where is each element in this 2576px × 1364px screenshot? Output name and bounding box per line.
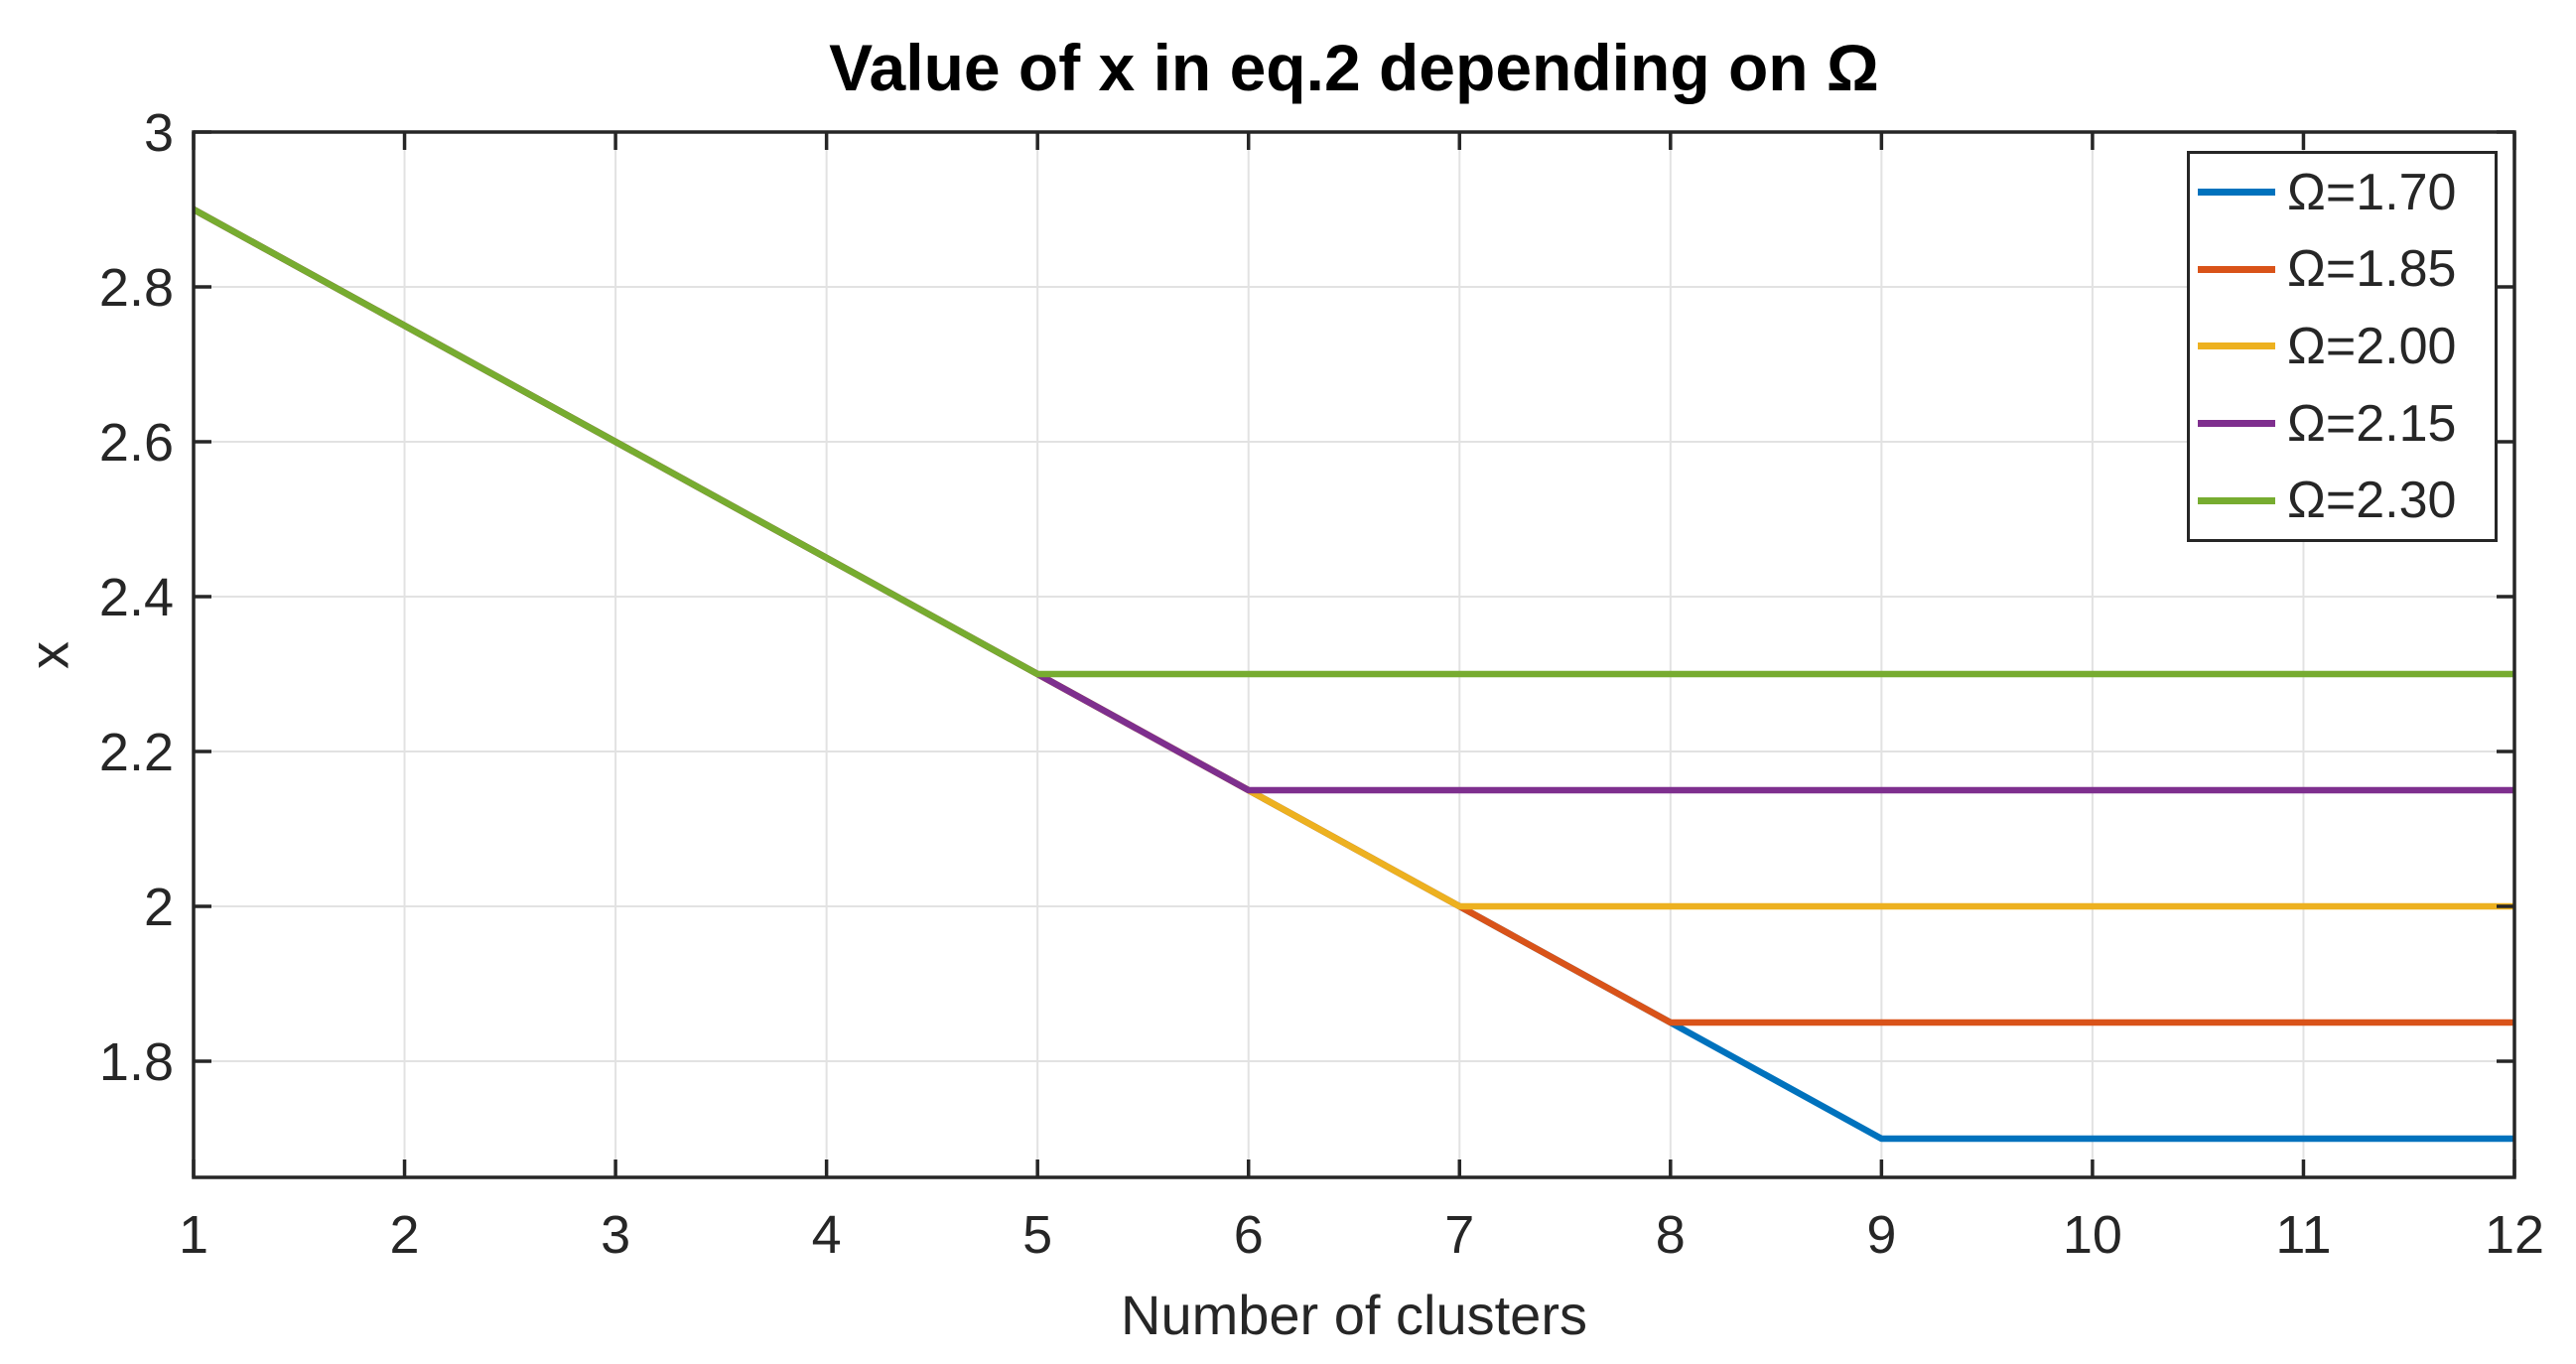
- y-tick-label: 2.6: [99, 413, 174, 473]
- x-tick-label: 10: [2063, 1205, 2122, 1265]
- legend-line-sample: [2198, 265, 2275, 273]
- legend-entry: Ω=2.15: [2190, 394, 2495, 454]
- legend-entry: Ω=2.30: [2190, 471, 2495, 530]
- legend-line-sample: [2198, 342, 2275, 350]
- y-tick-label: 3: [144, 103, 174, 163]
- legend-label: Ω=2.00: [2287, 317, 2457, 375]
- legend-entry: Ω=1.70: [2190, 163, 2495, 222]
- x-tick-label: 11: [2275, 1205, 2331, 1265]
- y-tick-label: 2.8: [99, 258, 174, 318]
- x-tick-label: 12: [2485, 1205, 2544, 1265]
- legend-line-sample: [2198, 420, 2275, 428]
- legend-label: Ω=2.15: [2287, 394, 2457, 453]
- legend-label: Ω=2.30: [2287, 472, 2457, 530]
- series-line-4: [192, 206, 2514, 678]
- series-line-1: [192, 206, 2514, 1026]
- x-tick-label: 5: [1022, 1205, 1052, 1265]
- y-tick-label: 2: [144, 878, 174, 937]
- x-tick-label: 7: [1444, 1205, 1474, 1265]
- legend-label: Ω=1.85: [2287, 240, 2457, 299]
- x-axis-label: Number of clusters: [1121, 1284, 1587, 1346]
- legend-line-sample: [2198, 496, 2275, 504]
- x-tick-label: 8: [1656, 1205, 1686, 1265]
- y-tick-label: 1.8: [99, 1032, 174, 1092]
- axes-box: [192, 130, 2516, 1179]
- legend-entry: Ω=1.85: [2190, 239, 2495, 299]
- series-line-2: [192, 206, 2514, 910]
- x-tick-label: 1: [179, 1205, 208, 1265]
- x-tick-label: 3: [601, 1205, 630, 1265]
- series-line-3: [192, 206, 2514, 794]
- y-tick-label: 2.2: [99, 723, 174, 782]
- x-tick-label: 4: [812, 1205, 842, 1265]
- x-tick-label: 6: [1234, 1205, 1264, 1265]
- legend-entry: Ω=2.00: [2190, 317, 2495, 376]
- y-tick-label: 2.4: [99, 568, 174, 627]
- y-axis-label: x: [17, 641, 80, 669]
- x-tick-label: 9: [1866, 1205, 1896, 1265]
- chart-title: Value of x in eq.2 depending on Ω: [829, 31, 1879, 104]
- legend-box: Ω=1.70 Ω=1.85 Ω=2.00 Ω=2.15 Ω=2.30: [2187, 151, 2498, 542]
- legend-line-sample: [2198, 189, 2275, 197]
- x-tick-label: 2: [390, 1205, 420, 1265]
- legend-label: Ω=1.70: [2287, 163, 2457, 221]
